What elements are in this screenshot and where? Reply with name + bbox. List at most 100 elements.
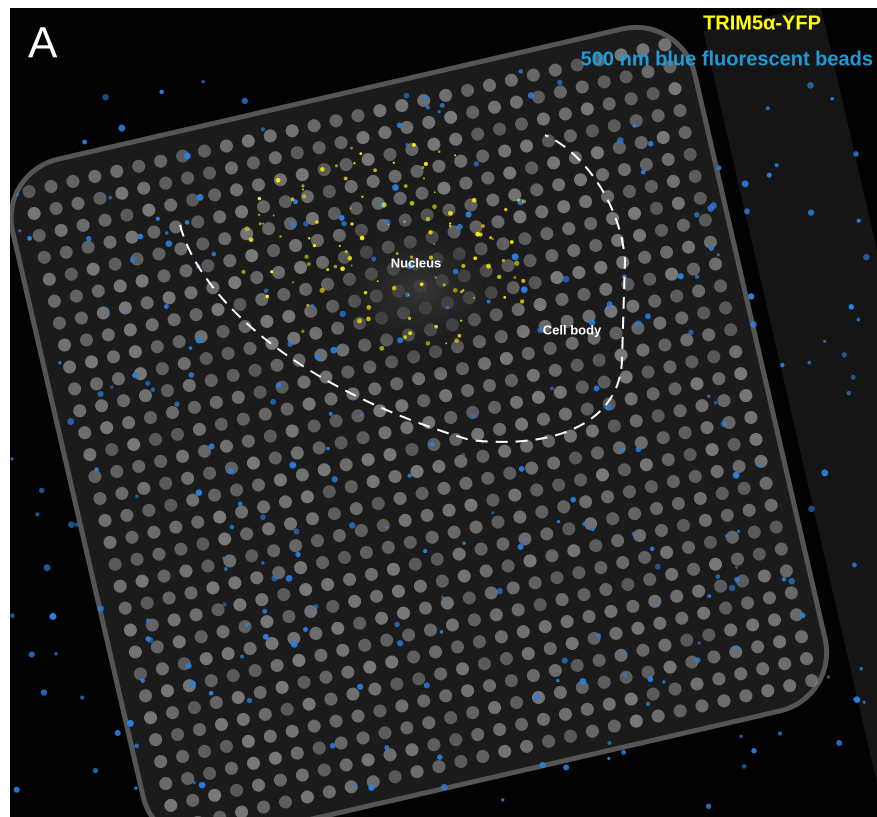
post (186, 793, 200, 807)
post (757, 569, 771, 583)
bead (92, 767, 99, 774)
post (606, 512, 620, 526)
post (560, 615, 574, 629)
post (386, 562, 400, 576)
yfp-dot (447, 210, 453, 216)
yfp-dot (306, 262, 311, 266)
post (152, 547, 166, 561)
post (488, 100, 502, 114)
post (486, 193, 500, 207)
yfp-dot (504, 207, 508, 212)
post (154, 454, 168, 468)
post (312, 741, 326, 755)
bead (856, 218, 861, 223)
post (515, 417, 529, 431)
yfp-dot (344, 250, 348, 254)
post (501, 559, 515, 573)
post (78, 426, 92, 440)
post (176, 750, 190, 764)
post (137, 481, 151, 495)
post (666, 174, 680, 188)
bead (208, 690, 214, 696)
post (656, 131, 670, 145)
bead (707, 204, 715, 212)
post (314, 648, 328, 662)
bead (134, 786, 138, 790)
post (73, 404, 87, 418)
yfp-dot (307, 236, 311, 240)
post (302, 397, 316, 411)
bead (260, 127, 266, 132)
post (243, 341, 257, 355)
post (724, 623, 738, 637)
post (181, 771, 195, 785)
post (543, 341, 557, 355)
bead (807, 360, 812, 365)
bead (164, 231, 169, 235)
yfp-dot (462, 289, 465, 292)
post (275, 680, 289, 694)
post (550, 271, 564, 285)
bead (619, 447, 625, 453)
post (326, 599, 340, 613)
post (241, 134, 255, 148)
bead (739, 734, 743, 739)
post (348, 594, 362, 608)
bead (397, 640, 404, 647)
post (263, 129, 277, 143)
post (548, 663, 562, 677)
post (459, 176, 473, 190)
bead (859, 666, 863, 671)
post (535, 505, 549, 519)
post (471, 427, 485, 441)
post (575, 680, 589, 694)
post (160, 684, 174, 698)
bead (15, 192, 19, 197)
post (98, 513, 112, 527)
post (690, 677, 704, 691)
post (235, 205, 249, 219)
post (498, 744, 512, 758)
post (418, 601, 432, 615)
bead (588, 319, 596, 326)
post (749, 432, 763, 446)
post (703, 235, 717, 249)
bead (823, 339, 827, 343)
bead (486, 299, 491, 304)
post (666, 475, 680, 489)
post (447, 525, 461, 539)
bead (688, 329, 694, 335)
post (488, 400, 502, 414)
post (462, 591, 476, 605)
post (272, 265, 286, 279)
post (27, 206, 41, 220)
yfp-dot (457, 333, 462, 338)
post (388, 770, 402, 784)
yfp-dot (395, 252, 399, 255)
yfp-dot (387, 223, 390, 226)
post (565, 636, 579, 650)
bead (694, 274, 700, 280)
post (499, 652, 513, 666)
post (198, 444, 212, 458)
post (171, 728, 185, 742)
post (545, 249, 559, 263)
bead (224, 567, 228, 571)
yfp-dot (409, 200, 415, 206)
post (557, 500, 571, 514)
post (705, 443, 719, 457)
post (735, 574, 749, 588)
yfp-dot (425, 216, 431, 222)
yfp-dot (434, 276, 437, 279)
post (550, 571, 564, 585)
post (284, 517, 298, 531)
bead (38, 487, 45, 494)
bead (853, 697, 858, 702)
post (599, 583, 613, 597)
post (660, 245, 674, 259)
post (602, 97, 616, 111)
post (537, 712, 551, 726)
bead (517, 544, 524, 550)
bead (713, 400, 718, 405)
yfp-dot (419, 282, 424, 287)
